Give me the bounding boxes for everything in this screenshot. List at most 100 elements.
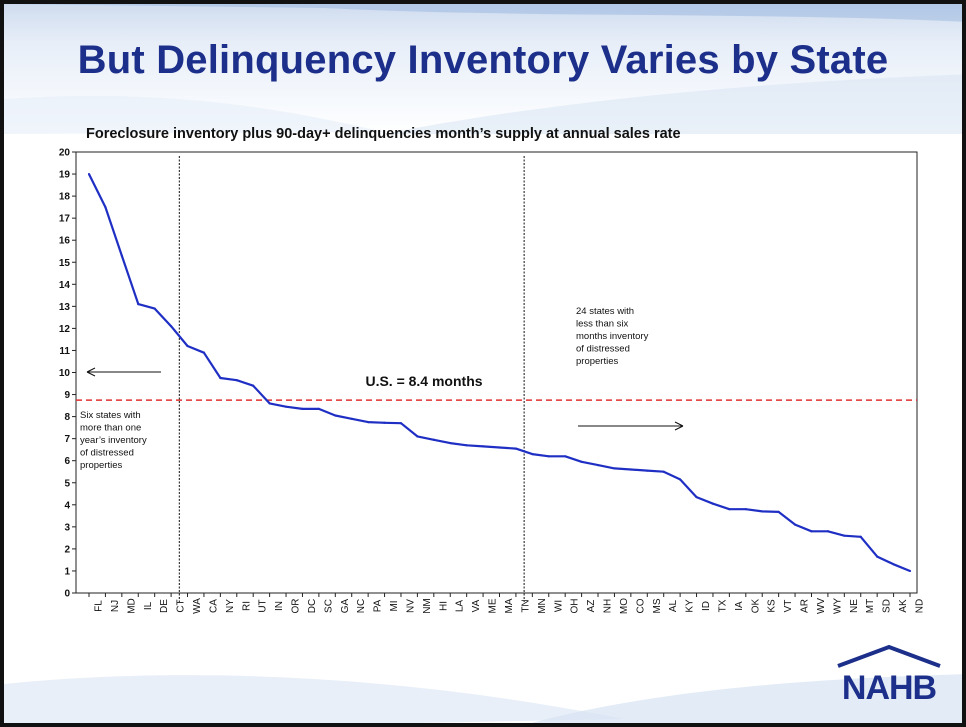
data-point-id bbox=[695, 495, 698, 499]
x-tick-label: NH bbox=[603, 599, 614, 613]
y-tick-label: 14 bbox=[59, 280, 71, 291]
x-tick-label: MA bbox=[504, 598, 515, 613]
y-tick-label: 16 bbox=[59, 236, 71, 247]
data-point-ct bbox=[170, 325, 173, 328]
y-tick-label: 9 bbox=[64, 390, 70, 401]
data-point-mo bbox=[613, 467, 616, 470]
x-tick-label: NE bbox=[849, 599, 860, 613]
data-point-ri bbox=[235, 379, 238, 382]
annotation-right-line: properties bbox=[576, 356, 618, 367]
data-point-in bbox=[268, 402, 271, 405]
x-tick-label: OH bbox=[570, 599, 581, 614]
x-tick-label: CT bbox=[176, 599, 187, 612]
x-tick-label: DE bbox=[159, 599, 170, 613]
x-tick-label: HI bbox=[438, 601, 449, 611]
y-tick-label: 17 bbox=[59, 214, 71, 225]
data-point-de bbox=[153, 307, 156, 310]
data-point-ut bbox=[252, 384, 255, 387]
y-tick-label: 20 bbox=[59, 148, 71, 159]
data-point-al bbox=[662, 470, 665, 473]
data-point-ks bbox=[761, 510, 764, 513]
y-tick-label: 4 bbox=[64, 500, 70, 511]
annotation-right-line: months inventory bbox=[576, 331, 649, 342]
x-tick-label: UT bbox=[258, 599, 269, 612]
data-point-tn bbox=[514, 447, 518, 450]
data-point-va bbox=[465, 444, 468, 447]
x-tick-label: WI bbox=[553, 600, 564, 612]
y-tick-label: 11 bbox=[59, 346, 70, 357]
data-point-oh bbox=[564, 455, 567, 458]
data-point-ky bbox=[679, 478, 682, 481]
annotation-left-line: year’s inventory bbox=[80, 435, 147, 446]
x-tick-label: SC bbox=[323, 599, 334, 613]
data-point-ga bbox=[334, 414, 337, 417]
x-tick-label: VA bbox=[471, 599, 482, 612]
chart: Foreclosure inventory plus 90-day+ delin… bbox=[59, 126, 926, 614]
x-tick-label: OR bbox=[291, 599, 302, 614]
x-tick-label: FL bbox=[94, 600, 105, 612]
data-point-sd bbox=[876, 555, 879, 558]
y-tick-label: 8 bbox=[64, 412, 70, 423]
y-tick-label: 3 bbox=[64, 522, 70, 533]
x-tick-label: CO bbox=[635, 598, 646, 613]
y-tick-label: 2 bbox=[64, 544, 70, 555]
x-tick-label: MI bbox=[389, 600, 400, 611]
x-tick-label: MS bbox=[652, 598, 663, 613]
data-point-ny bbox=[219, 376, 222, 380]
data-point-vt bbox=[777, 510, 780, 513]
annotation-right-line: 24 states with bbox=[576, 306, 634, 317]
x-tick-label: NC bbox=[356, 599, 367, 613]
data-point-pa bbox=[367, 421, 370, 424]
data-point-mn bbox=[531, 452, 534, 456]
data-point-wy bbox=[826, 530, 830, 533]
annotation-left-arrowhead bbox=[86, 367, 96, 377]
data-point-tx bbox=[711, 502, 715, 505]
x-tick-label: CA bbox=[208, 599, 219, 613]
data-point-il bbox=[137, 303, 140, 306]
x-tick-label: WV bbox=[816, 598, 827, 614]
data-series-line bbox=[88, 173, 911, 573]
annotation-right-arrowhead bbox=[674, 421, 684, 431]
annotation-left-line: of distressed bbox=[80, 448, 134, 459]
y-tick-label: 5 bbox=[64, 478, 70, 489]
header-swoosh bbox=[4, 4, 962, 134]
y-tick-label: 6 bbox=[64, 456, 70, 467]
x-tick-label: NJ bbox=[110, 600, 121, 612]
data-point-ia bbox=[728, 508, 731, 511]
x-tick-label: WY bbox=[832, 598, 843, 614]
x-tick-label: TX bbox=[717, 599, 728, 612]
x-tick-label: WA bbox=[192, 598, 203, 614]
y-tick-label: 18 bbox=[59, 192, 71, 203]
y-tick-label: 7 bbox=[64, 434, 70, 445]
plot-area bbox=[75, 151, 918, 594]
x-tick-label: AZ bbox=[586, 600, 597, 613]
data-point-az bbox=[580, 460, 583, 463]
x-tick-label: ND bbox=[915, 599, 926, 613]
y-tick-label: 13 bbox=[59, 302, 71, 313]
chart-title: Foreclosure inventory plus 90-day+ delin… bbox=[86, 126, 681, 142]
data-point-ok bbox=[744, 508, 747, 511]
slide-title: But Delinquency Inventory Varies by Stat… bbox=[77, 38, 889, 82]
data-point-hi bbox=[432, 438, 435, 441]
x-tick-label: GA bbox=[340, 598, 351, 613]
y-tick-label: 12 bbox=[59, 324, 71, 335]
x-tick-label: ME bbox=[488, 598, 499, 613]
x-tick-label: MD bbox=[126, 598, 137, 614]
data-point-nh bbox=[596, 464, 600, 467]
data-point-or bbox=[284, 405, 288, 408]
x-tick-label: AR bbox=[800, 599, 811, 613]
nahb-logo: NAHB bbox=[837, 644, 941, 704]
data-point-wi bbox=[547, 455, 550, 458]
x-tick-label: IL bbox=[143, 601, 154, 610]
data-point-ca bbox=[202, 351, 206, 354]
data-point-md bbox=[120, 254, 123, 257]
x-tick-label: KS bbox=[767, 599, 778, 613]
logo-text: NAHB bbox=[842, 669, 937, 704]
y-tick-label: 1 bbox=[64, 566, 70, 577]
annotation-left-line: properties bbox=[80, 460, 122, 471]
y-tick-label: 0 bbox=[64, 589, 70, 600]
data-point-mt bbox=[859, 535, 862, 538]
data-point-sc bbox=[317, 407, 320, 410]
x-tick-label: MN bbox=[537, 598, 548, 614]
y-tick-label: 19 bbox=[59, 170, 71, 181]
